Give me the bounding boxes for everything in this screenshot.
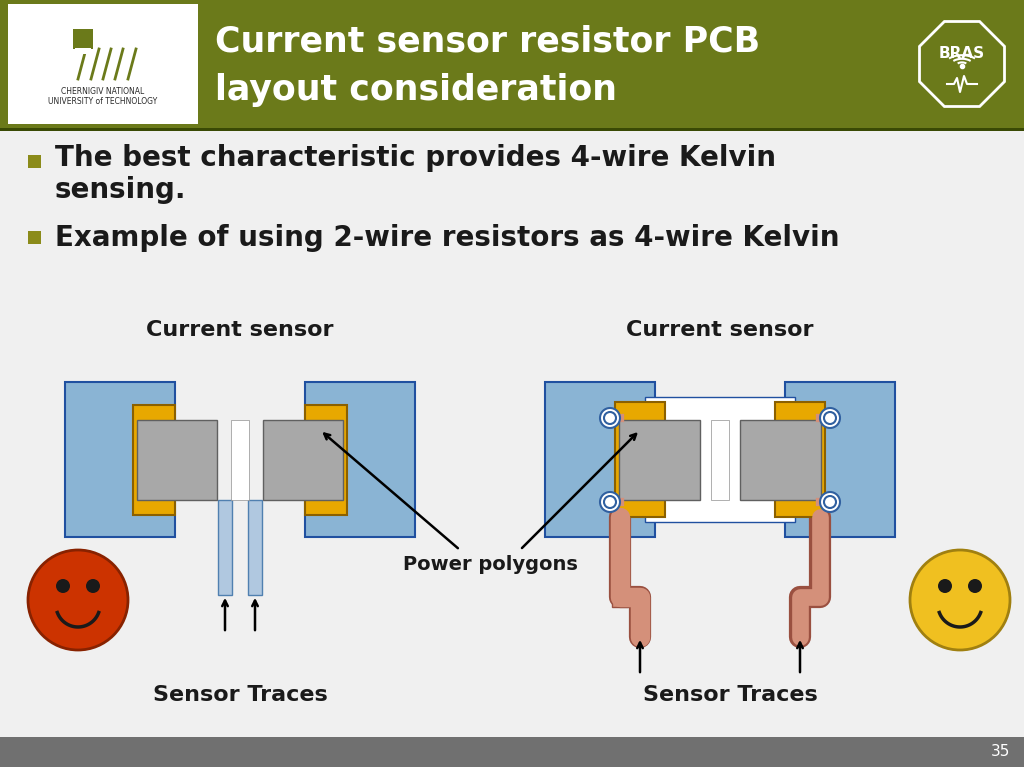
Circle shape <box>28 550 128 650</box>
Circle shape <box>86 579 100 593</box>
Bar <box>263 420 343 500</box>
Circle shape <box>600 492 620 512</box>
Text: CHERNIGIV NATIONAL: CHERNIGIV NATIONAL <box>61 87 144 97</box>
Bar <box>785 382 895 537</box>
Circle shape <box>56 579 70 593</box>
Polygon shape <box>920 21 1005 107</box>
Bar <box>618 420 700 500</box>
Circle shape <box>910 550 1010 650</box>
Bar <box>28 231 41 244</box>
Bar <box>615 402 665 517</box>
Text: layout consideration: layout consideration <box>215 73 617 107</box>
Circle shape <box>968 579 982 593</box>
Text: UNIVERSITY of TECHNOLOGY: UNIVERSITY of TECHNOLOGY <box>48 97 158 107</box>
Text: Current sensor: Current sensor <box>146 320 334 340</box>
Circle shape <box>600 408 620 428</box>
Bar <box>740 420 821 500</box>
Text: 35: 35 <box>990 745 1010 759</box>
Bar <box>305 405 347 515</box>
Bar <box>73 29 93 49</box>
FancyBboxPatch shape <box>65 382 175 537</box>
Bar <box>28 155 41 168</box>
Bar <box>645 397 795 522</box>
Text: BRAS: BRAS <box>939 47 985 61</box>
Bar <box>133 405 175 515</box>
Circle shape <box>820 408 840 428</box>
Bar <box>137 420 217 500</box>
Bar <box>0 737 1024 767</box>
Bar <box>231 420 249 500</box>
Text: Current sensor: Current sensor <box>627 320 814 340</box>
Bar <box>218 500 232 595</box>
Text: Example of using 2-wire resistors as 4-wire Kelvin: Example of using 2-wire resistors as 4-w… <box>55 224 840 252</box>
Bar <box>545 382 655 537</box>
Text: Power polygons: Power polygons <box>402 555 578 574</box>
Bar <box>8 4 198 124</box>
Bar <box>248 500 262 595</box>
Circle shape <box>938 579 952 593</box>
Text: Sensor Traces: Sensor Traces <box>153 685 328 705</box>
Circle shape <box>820 492 840 512</box>
Bar <box>0 128 1024 131</box>
Bar <box>0 0 1024 128</box>
Bar <box>75 48 91 54</box>
Bar <box>775 402 825 517</box>
Text: The best characteristic provides 4-wire Kelvin: The best characteristic provides 4-wire … <box>55 144 776 172</box>
Bar <box>612 527 628 607</box>
FancyBboxPatch shape <box>305 382 415 537</box>
Text: Current sensor resistor PCB: Current sensor resistor PCB <box>215 25 760 59</box>
Text: Sensor Traces: Sensor Traces <box>643 685 817 705</box>
Text: sensing.: sensing. <box>55 176 186 204</box>
Bar <box>711 420 729 500</box>
